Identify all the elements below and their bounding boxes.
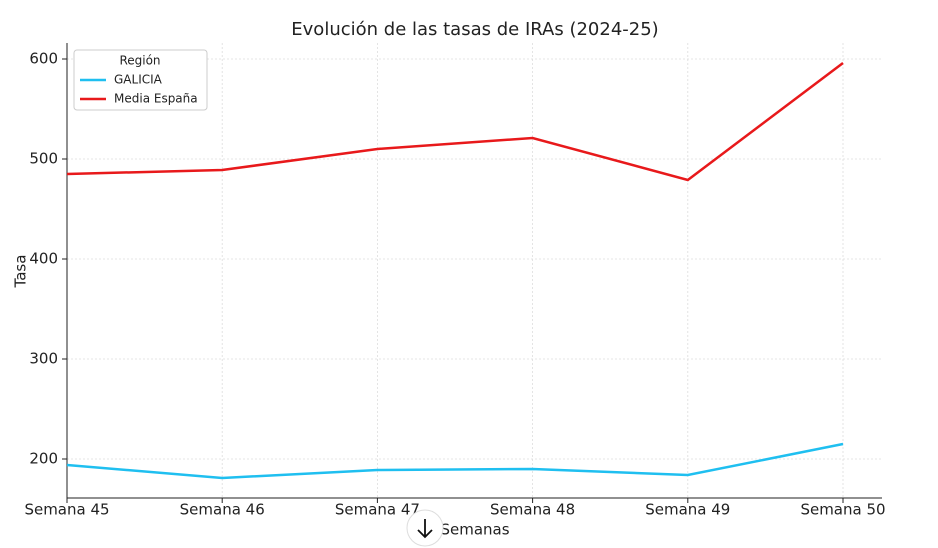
- scroll-button-arrow: [417, 519, 433, 539]
- data-line: [66, 442, 844, 480]
- y-tick-label: 300: [29, 350, 58, 368]
- x-tick-label: Semana 46: [180, 501, 265, 519]
- data-line: [66, 62, 844, 182]
- legend-title: Región: [119, 54, 160, 68]
- x-tick-label: Semana 47: [335, 501, 420, 519]
- legend-box: [73, 49, 208, 111]
- x-axis-label: Semanas: [440, 521, 509, 539]
- legend-label: GALICIA: [114, 73, 163, 87]
- x-tick-label: Semana 45: [24, 501, 109, 519]
- y-tick-label: 400: [29, 250, 58, 268]
- x-tick-label: Semana 50: [800, 501, 885, 519]
- legend-label: Media España: [114, 92, 198, 106]
- x-tick-label: Semana 48: [490, 501, 575, 519]
- scroll-button[interactable]: [406, 509, 444, 547]
- y-tick-label: 200: [29, 450, 58, 468]
- x-tick-label: Semana 49: [645, 501, 730, 519]
- chart-title: Evolución de las tasas de IRAs (2024-25): [291, 19, 658, 40]
- y-tick-label: 600: [29, 50, 58, 68]
- y-axis-label: Tasa: [12, 255, 30, 289]
- y-tick-label: 500: [29, 150, 58, 168]
